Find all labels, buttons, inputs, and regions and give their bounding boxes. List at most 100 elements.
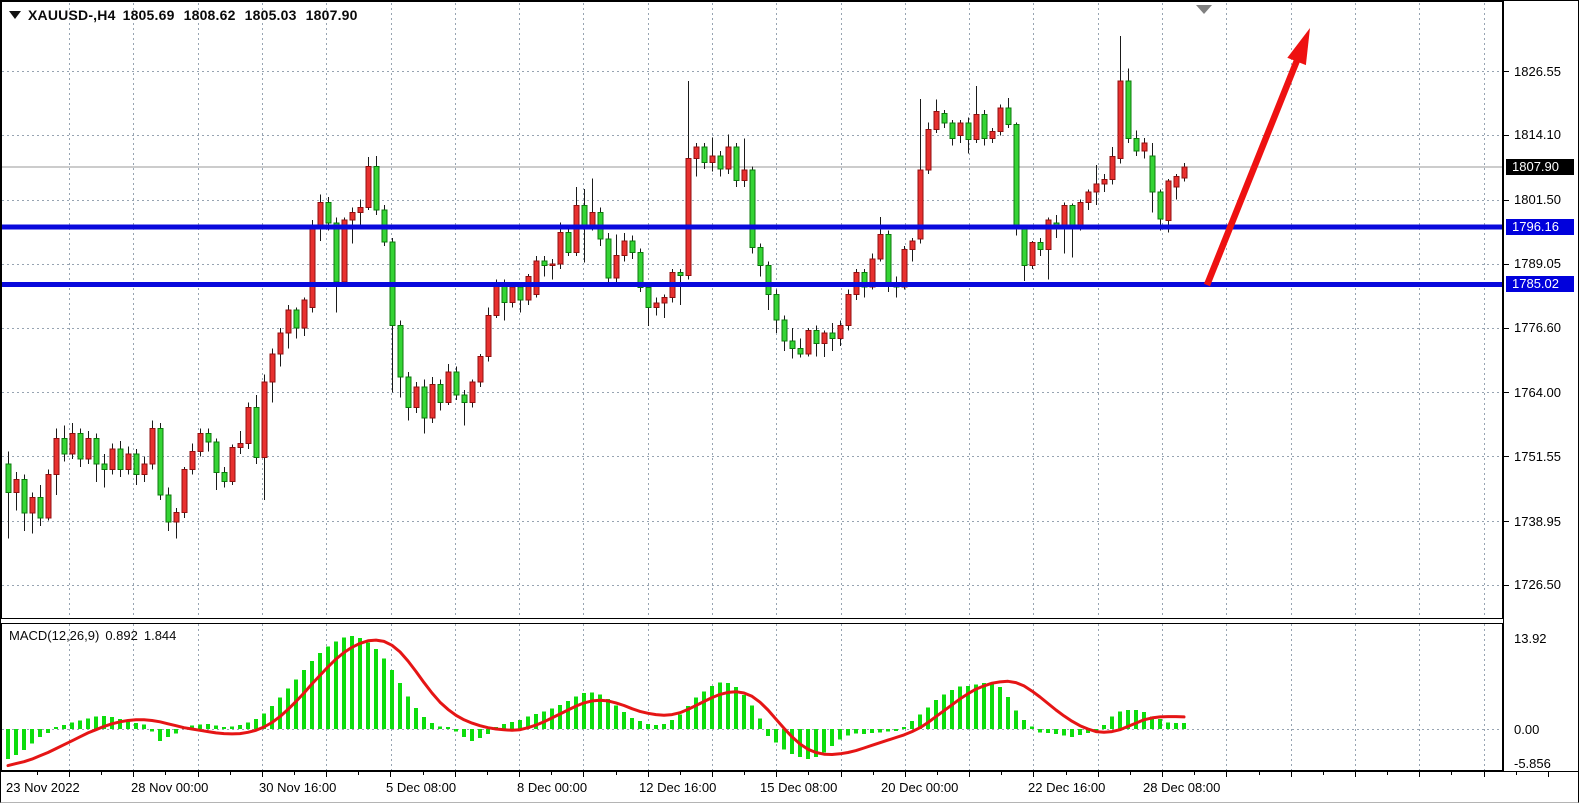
level-price-label: 1785.02: [1506, 276, 1574, 292]
time-axis-tick: [423, 772, 424, 775]
time-axis-tick: [1323, 772, 1324, 775]
time-axis-tick: [1355, 772, 1356, 777]
price-chart-pane[interactable]: [1, 1, 1503, 771]
time-axis-tick: [37, 772, 38, 775]
price-axis-tick: [1504, 71, 1509, 72]
time-axis-tick: [101, 772, 102, 775]
quote-marker-icon: [9, 11, 21, 19]
macd-axis-label: -5.856: [1514, 756, 1551, 771]
price-axis-label: 1738.95: [1514, 514, 1561, 529]
time-axis[interactable]: 23 Nov 2022 28 Nov 00:00 30 Nov 16:00 5 Dec…: [1, 771, 1578, 802]
time-axis-tick: [455, 772, 456, 777]
time-axis-tick: [744, 772, 745, 775]
time-axis-tick: [1098, 772, 1099, 777]
chart-title: XAUUSD-,H4 1805.69 1808.62 1805.03 1807.…: [9, 7, 358, 23]
time-axis-label: 23 Nov 2022: [6, 780, 80, 795]
price-axis-label: 1751.55: [1514, 449, 1561, 464]
time-axis-tick: [616, 772, 617, 775]
macd-axis-label: 13.92: [1514, 631, 1547, 646]
time-axis-tick: [712, 772, 713, 777]
time-axis-tick: [969, 772, 970, 777]
time-axis-tick: [648, 772, 649, 777]
price-axis-label: 1776.60: [1514, 320, 1561, 335]
time-axis-tick: [165, 772, 166, 775]
chart-shift-marker-icon[interactable]: [1196, 5, 1212, 14]
price-axis-label: 1801.50: [1514, 192, 1561, 207]
price-axis-label: 1814.10: [1514, 127, 1561, 142]
price-axis-tick: [1504, 456, 1509, 457]
price-axis-label: 1826.55: [1514, 64, 1561, 79]
macd-current-value: 0.892: [105, 628, 138, 643]
macd-signal-line: [6, 638, 1186, 768]
time-axis-label: 28 Dec 08:00: [1143, 780, 1221, 795]
time-axis-tick: [230, 772, 231, 775]
price-axis-tick: [1504, 392, 1509, 393]
time-axis-tick: [1226, 772, 1227, 777]
time-axis-tick: [905, 772, 906, 777]
price-axis-tick: [1504, 135, 1509, 136]
trend-arrow[interactable]: [1203, 28, 1310, 287]
time-axis-tick: [294, 772, 295, 775]
time-axis-tick: [808, 772, 809, 775]
time-axis-label: 8 Dec 00:00: [517, 780, 588, 795]
time-axis-tick: [69, 772, 70, 777]
time-axis-tick: [1387, 772, 1388, 775]
time-axis-tick: [133, 772, 134, 777]
time-axis-tick: [1194, 772, 1195, 775]
price-axis-tick: [1504, 264, 1509, 265]
price-axis-label: 1764.00: [1514, 385, 1561, 400]
price-axis-tick: [1504, 328, 1509, 329]
time-axis-tick: [841, 772, 842, 777]
time-axis-label: 15 Dec 08:00: [760, 780, 838, 795]
time-axis-tick: [390, 772, 391, 777]
time-axis-tick: [1066, 772, 1067, 775]
low-value: 1805.03: [244, 7, 297, 23]
symbol-period-label: XAUUSD-,H4: [28, 7, 116, 23]
time-axis-tick: [1291, 772, 1292, 777]
time-axis-label: 12 Dec 16:00: [639, 780, 717, 795]
time-axis-tick: [937, 772, 938, 775]
time-axis-tick: [1259, 772, 1260, 775]
macd-indicator-label: MACD(12,26,9) 0.892 1.844: [9, 628, 176, 643]
time-axis-tick: [551, 772, 552, 775]
close-value: 1807.90: [305, 7, 358, 23]
time-axis-tick: [1162, 772, 1163, 777]
time-axis-tick: [776, 772, 777, 777]
time-axis-tick: [583, 772, 584, 777]
time-axis-tick: [1419, 772, 1420, 777]
time-axis-tick: [1001, 772, 1002, 775]
high-value: 1808.62: [183, 7, 236, 23]
time-axis-tick: [487, 772, 488, 775]
time-axis-label: 30 Nov 16:00: [259, 780, 337, 795]
time-axis-label: 20 Dec 00:00: [881, 780, 959, 795]
macd-series: [6, 636, 1186, 760]
time-axis-tick: [262, 772, 263, 777]
time-axis-label: 5 Dec 08:00: [386, 780, 457, 795]
time-axis-tick: [326, 772, 327, 777]
price-axis-tick: [1504, 200, 1509, 201]
price-axis-label: 1789.05: [1514, 256, 1561, 271]
macd-name: MACD(12,26,9): [9, 628, 100, 643]
time-axis-tick: [519, 772, 520, 777]
time-axis-tick: [358, 772, 359, 775]
price-axis-tick: [1504, 521, 1509, 522]
candlestick-series: [5, 35, 1188, 539]
macd-signal-value: 1.844: [143, 628, 177, 643]
current-price-label: 1807.90: [1506, 159, 1574, 175]
time-axis-tick: [1130, 772, 1131, 775]
time-axis-tick: [1033, 772, 1034, 777]
time-axis-label: 28 Nov 00:00: [131, 780, 209, 795]
level-price-label: 1796.16: [1506, 219, 1574, 235]
macd-axis-label: 0.00: [1514, 722, 1540, 737]
time-axis-tick: [1548, 772, 1549, 777]
time-axis-tick: [680, 772, 681, 775]
price-axis[interactable]: 1826.55 1814.10 1807.90 1801.50 1796.16 1789.…: [1503, 1, 1578, 771]
time-axis-tick: [1484, 772, 1485, 777]
price-axis-tick: [1504, 585, 1509, 586]
time-axis-label: 22 Dec 16:00: [1028, 780, 1106, 795]
price-axis-label: 1726.50: [1514, 577, 1561, 592]
time-axis-tick: [198, 772, 199, 777]
time-axis-tick: [1516, 772, 1517, 775]
time-axis-tick: [1451, 772, 1452, 775]
